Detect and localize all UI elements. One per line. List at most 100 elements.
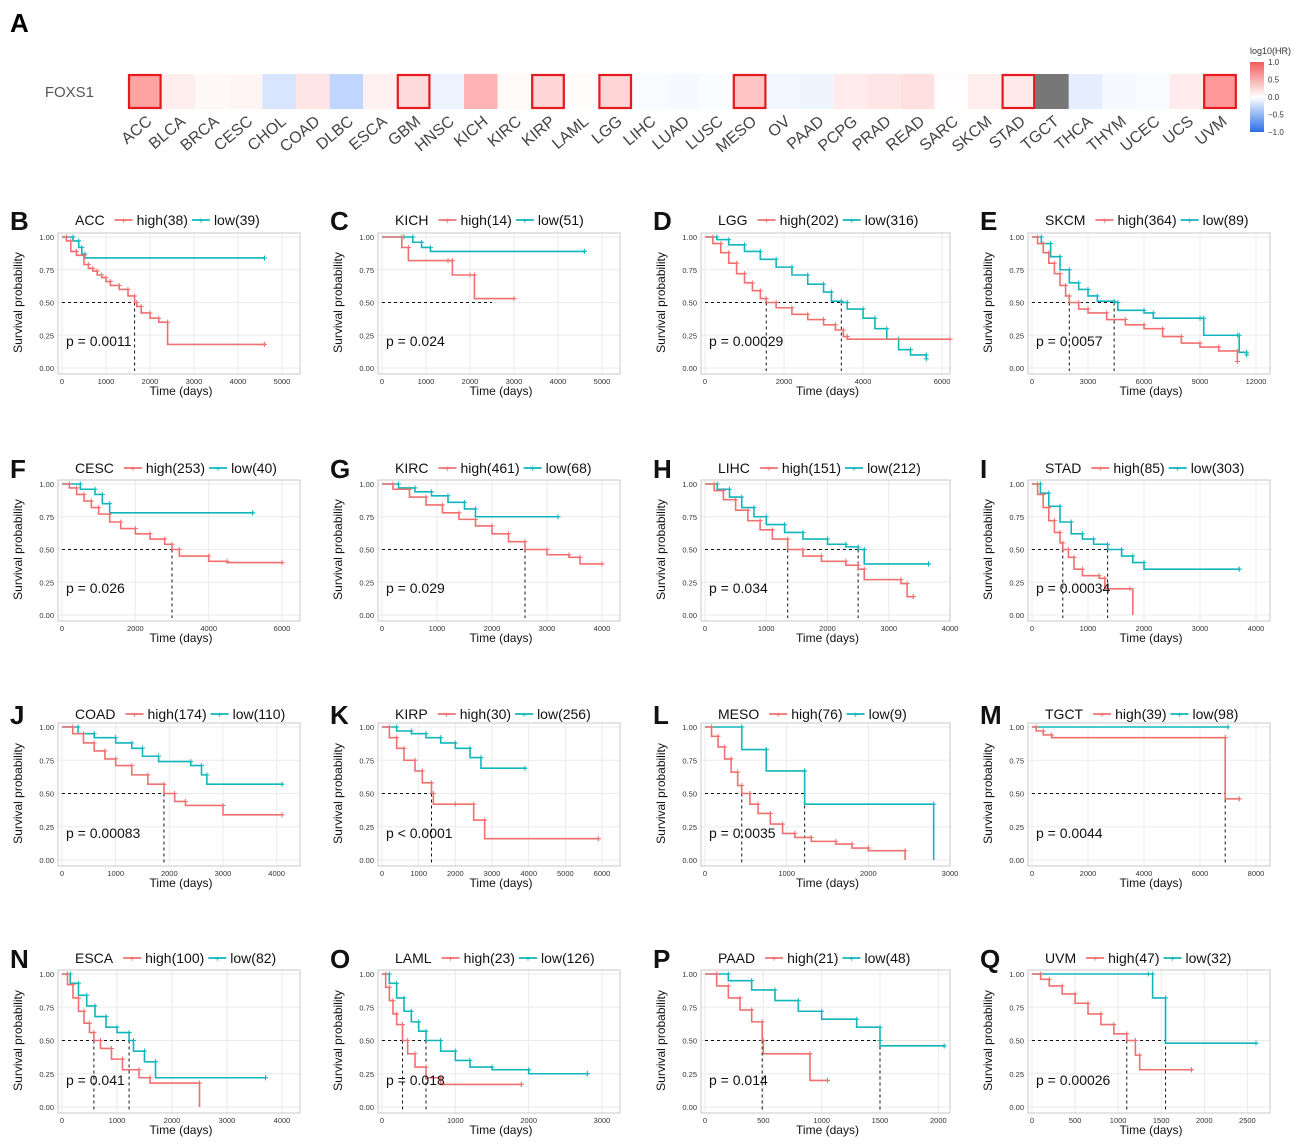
low-curve-censor-mark (92, 1003, 98, 1009)
x-tick-label: 3000 (1192, 624, 1209, 633)
legend-high-label: high(85) (1113, 460, 1164, 476)
y-axis-label: Survival probability (11, 743, 25, 844)
y-tick-label: 0.25 (39, 331, 54, 340)
plot-area (378, 480, 620, 621)
high-curve-censor-mark (423, 494, 429, 500)
y-tick-label: 0.25 (682, 331, 697, 340)
low-curve-censor-mark (452, 740, 458, 746)
legend-high-label: high(38) (137, 212, 188, 228)
p-value: p = 0.00083 (66, 825, 141, 841)
high-curve-censor-mark (74, 485, 80, 491)
high-curve-censor-mark (118, 519, 124, 525)
heatmap-highlight-kirp (531, 73, 565, 110)
low-curve-censor-mark (188, 759, 194, 765)
high-curve-censor-mark (161, 781, 167, 787)
high-curve-censor-mark (386, 724, 392, 730)
high-curve-censor-mark (471, 272, 477, 278)
high-curve-censor-mark (725, 983, 731, 989)
high-curve-censor-mark (156, 315, 162, 321)
low-curve-censor-mark (795, 998, 801, 1004)
low-curve-censor-mark (408, 1008, 414, 1014)
x-axis-label: Time (days) (470, 1123, 533, 1137)
panel-label-c: C (330, 206, 349, 236)
y-tick-label: 0.75 (682, 266, 697, 275)
high-curve-censor-mark (710, 234, 716, 240)
legend-high-censor-mark: + (448, 954, 453, 964)
high-curve-censor-mark (1085, 306, 1091, 312)
legend-low-label: low(82) (230, 950, 276, 966)
panel-label-e: E (980, 206, 997, 236)
high-curve-censor-mark (728, 756, 734, 762)
low-curve-censor-mark (445, 493, 451, 499)
low-curve (705, 726, 935, 860)
heatmap-cell-stad (1001, 74, 1036, 109)
high-curve-censor-mark (383, 971, 389, 977)
y-tick-label: 0.75 (359, 756, 374, 765)
low-curve-censor-mark (126, 1030, 132, 1036)
high-curve-censor-mark (844, 334, 850, 340)
high-curve-censor-mark (1040, 241, 1046, 247)
legend-low-label: low(48) (864, 950, 910, 966)
km-panel-f: 0.00 0.25 0.50 0.75 1.00 0 2000 4000 6000 Time (d… (10, 454, 301, 645)
low-curve-censor-mark (843, 541, 849, 547)
legend-low-label: low(89) (1203, 212, 1249, 228)
low-curve-censor-mark (838, 298, 844, 304)
low-curve-censor-mark (279, 781, 285, 787)
x-axis-label: Time (days) (796, 384, 859, 398)
low-curve-censor-mark (522, 765, 528, 771)
low-curve-censor-mark (763, 747, 769, 753)
y-tick-label: 1.00 (39, 233, 54, 242)
x-tick-label: 2000 (776, 377, 793, 386)
low-curve-censor-mark (1130, 553, 1136, 559)
x-tick-label: 500 (757, 1116, 770, 1125)
x-axis-label: Time (days) (150, 631, 213, 645)
high-curve-censor-mark (780, 821, 786, 827)
low-curve-censor-mark (1201, 315, 1207, 321)
x-tick-label: 6000 (934, 377, 951, 386)
legend-low-censor-mark: + (521, 710, 526, 720)
plot-border (377, 969, 621, 1114)
high-curve-censor-mark (1049, 732, 1055, 738)
legend-low-label: low(303) (1191, 460, 1245, 476)
y-tick-label: 0.00 (682, 364, 697, 373)
y-tick-label: 1.00 (359, 970, 374, 979)
y-tick-label: 0.50 (682, 1037, 697, 1046)
low-curve-censor-mark (739, 724, 745, 730)
low-curve-censor-mark (1253, 1040, 1259, 1046)
y-tick-label: 0.25 (1009, 1070, 1024, 1079)
heatmap-cell-sarc (934, 74, 968, 109)
x-axis-label: Time (days) (796, 876, 859, 890)
km-panel-b: 0.00 0.25 0.50 0.75 1.00 0 1000 2000 3000 4000 500… (10, 206, 301, 398)
y-tick-label: 0.25 (359, 578, 374, 587)
low-curve-censor-mark (1079, 531, 1085, 537)
y-tick-label: 0.25 (39, 1070, 54, 1079)
high-curve-censor-mark (98, 1038, 103, 1043)
plot-border (1027, 232, 1271, 375)
x-tick-label: 2000 (142, 377, 159, 386)
high-curve-censor-mark (1197, 340, 1203, 346)
heatmap-col-label-esca: ESCA (346, 113, 391, 154)
x-tick-label: 2000 (161, 869, 178, 878)
x-tick-label: 2500 (1239, 1116, 1256, 1125)
high-curve-censor-mark (405, 1038, 411, 1043)
y-tick-label: 1.00 (682, 480, 697, 489)
y-tick-label: 0.50 (359, 790, 374, 799)
low-curve (62, 483, 253, 514)
high-curve-censor-mark (1124, 1031, 1130, 1037)
legend-cancer-name: KICH (395, 212, 428, 228)
high-curve-censor-mark (107, 279, 113, 285)
x-tick-label: 3000 (506, 377, 523, 386)
plot-border (57, 722, 301, 867)
high-curve-censor-mark (1040, 728, 1046, 734)
low-curve-censor-mark (156, 753, 162, 759)
low-curve-censor-mark (423, 1028, 429, 1034)
high-curve-censor-mark (747, 791, 753, 796)
legend-tick-label: −1.0 (1268, 128, 1284, 137)
heatmap-cell-pcpg (833, 74, 868, 109)
y-tick-label: 0.50 (39, 546, 54, 555)
low-curve-censor-mark (749, 978, 755, 984)
x-tick-label: 2000 (1196, 1116, 1213, 1125)
low-curve-censor-mark (107, 501, 113, 507)
y-tick-label: 0.00 (1009, 611, 1024, 620)
low-curve-censor-mark (1115, 300, 1121, 305)
